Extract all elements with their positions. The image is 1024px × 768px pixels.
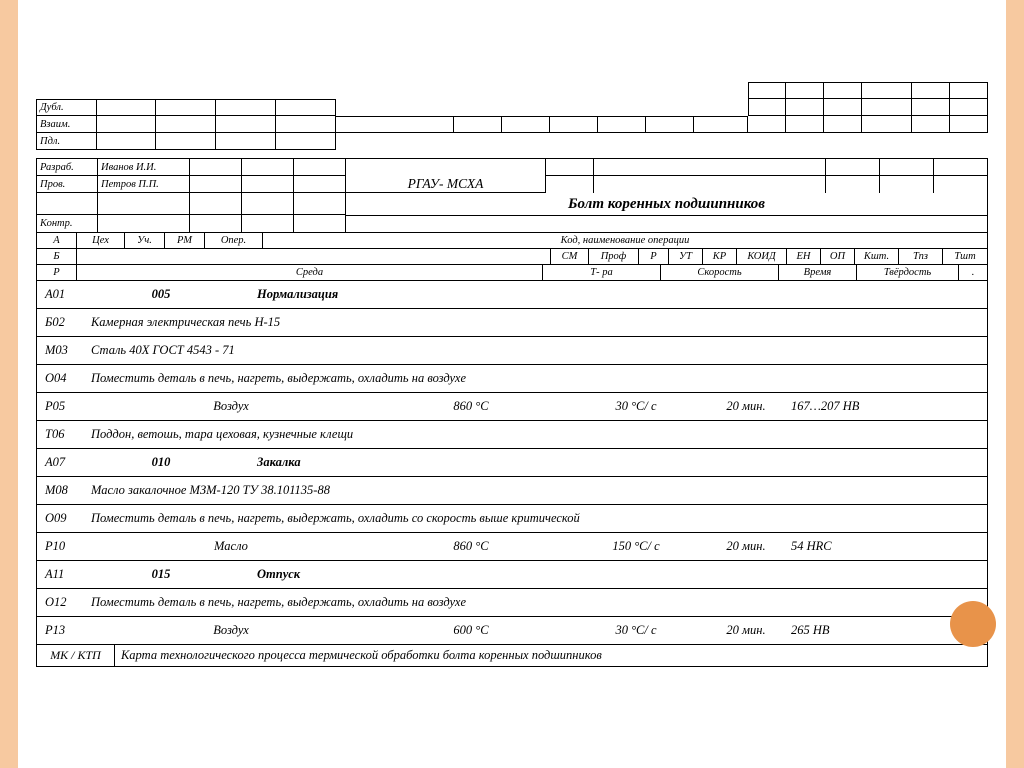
hdr-tsht: Тшт	[943, 249, 987, 264]
decor-circle	[950, 601, 996, 647]
hdr-tpz: Тпз	[899, 249, 943, 264]
process-row: М03Сталь 40Х ГОСТ 4543 - 71	[36, 337, 988, 365]
process-row: О12Поместить деталь в печь, нагреть, выд…	[36, 589, 988, 617]
gost-form: Дубл. Взаим. Пдл.	[36, 82, 988, 667]
label-prov: Пров.	[37, 176, 97, 193]
hdr-tverd: Твёрдость	[857, 265, 959, 280]
process-row: А07010Закалка	[36, 449, 988, 477]
process-row: А01005Нормализация	[36, 281, 988, 309]
label-razrab: Разраб.	[37, 159, 97, 176]
hdr-kod: Код, наименование операции	[263, 233, 987, 248]
org-name: РГАУ- МСХА	[345, 176, 545, 193]
hdr-koid: КОИД	[737, 249, 787, 264]
part-title: Болт коренных подшипников	[345, 193, 987, 215]
razrab-name: Иванов И.И.	[97, 159, 189, 176]
prov-name: Петров П.П.	[97, 176, 189, 193]
hdr-tra: Т- ра	[543, 265, 661, 280]
process-rows: А01005НормализацияБ02Камерная электричес…	[36, 281, 988, 645]
hdr-B: Б	[37, 249, 77, 264]
hdr-vremya: Время	[779, 265, 857, 280]
hdr-oper: Опер.	[205, 233, 263, 248]
footer-text: Карта технологического процесса термичес…	[115, 645, 987, 666]
process-row: А11015Отпуск	[36, 561, 988, 589]
process-row: О09Поместить деталь в печь, нагреть, выд…	[36, 505, 988, 533]
process-row: М08Масло закалочное МЗМ-120 ТУ 38.101135…	[36, 477, 988, 505]
label-vzaim: Взаим.	[36, 116, 96, 133]
hdr-R: Р	[37, 265, 77, 280]
process-row: О04Поместить деталь в печь, нагреть, выд…	[36, 365, 988, 393]
hdr-skor: Скорость	[661, 265, 779, 280]
hdr-op: ОП	[821, 249, 855, 264]
footer-mk: МК / КТП	[37, 645, 115, 666]
label-dubl: Дубл.	[36, 99, 96, 116]
right-decor-strip	[1006, 0, 1024, 768]
process-row: Р13 Воздух 600 °С 30 °С/ с 20 мин. 265 Н…	[36, 617, 988, 645]
hdr-sreda: Среда	[77, 265, 543, 280]
left-decor-strip	[0, 0, 18, 768]
process-row: Б02Камерная электрическая печь Н-15	[36, 309, 988, 337]
hdr-kr: КР	[703, 249, 737, 264]
hdr-p: Р	[639, 249, 669, 264]
hdr-ut: УТ	[669, 249, 703, 264]
label-kontr: Контр.	[37, 215, 97, 232]
hdr-tsekh: Цех	[77, 233, 125, 248]
hdr-rm: РМ	[165, 233, 205, 248]
hdr-uch: Уч.	[125, 233, 165, 248]
hdr-A: А	[37, 233, 77, 248]
hdr-prof: Проф	[589, 249, 639, 264]
process-row: Т06Поддон, ветошь, тара цеховая, кузнечн…	[36, 421, 988, 449]
label-podl: Пдл.	[36, 133, 96, 150]
process-row: Р10 Масло 860 °С 150 °С/ с 20 мин. 54 HR…	[36, 533, 988, 561]
hdr-kut: Кшт.	[855, 249, 899, 264]
hdr-sm: СМ	[551, 249, 589, 264]
hdr-en: ЕН	[787, 249, 821, 264]
process-row: Р05 Воздух 860 °С 30 °С/ с 20 мин. 167…2…	[36, 393, 988, 421]
